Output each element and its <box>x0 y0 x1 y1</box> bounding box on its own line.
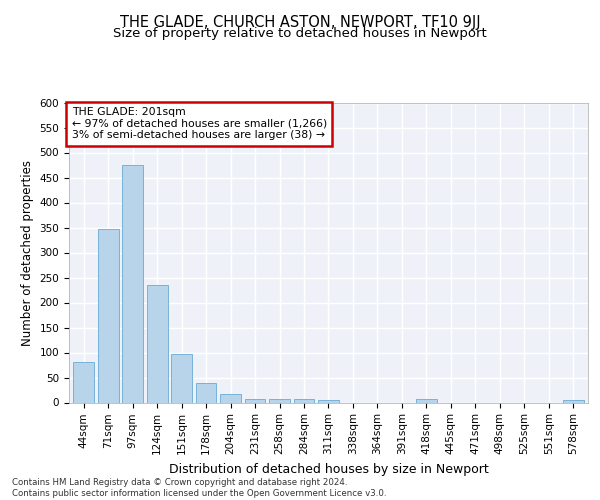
Bar <box>122 165 143 402</box>
Bar <box>318 400 339 402</box>
Bar <box>416 398 437 402</box>
Bar <box>98 228 119 402</box>
Bar <box>196 382 217 402</box>
Bar <box>220 394 241 402</box>
Bar <box>171 354 192 403</box>
Bar <box>73 362 94 403</box>
Text: THE GLADE, CHURCH ASTON, NEWPORT, TF10 9JJ: THE GLADE, CHURCH ASTON, NEWPORT, TF10 9… <box>119 15 481 30</box>
Text: Contains HM Land Registry data © Crown copyright and database right 2024.
Contai: Contains HM Land Registry data © Crown c… <box>12 478 386 498</box>
X-axis label: Distribution of detached houses by size in Newport: Distribution of detached houses by size … <box>169 462 488 475</box>
Bar <box>147 285 167 403</box>
Bar <box>269 398 290 402</box>
Bar <box>293 398 314 402</box>
Y-axis label: Number of detached properties: Number of detached properties <box>21 160 34 346</box>
Text: Size of property relative to detached houses in Newport: Size of property relative to detached ho… <box>113 28 487 40</box>
Text: THE GLADE: 201sqm
← 97% of detached houses are smaller (1,266)
3% of semi-detach: THE GLADE: 201sqm ← 97% of detached hous… <box>71 107 327 140</box>
Bar <box>563 400 584 402</box>
Bar <box>245 398 265 402</box>
